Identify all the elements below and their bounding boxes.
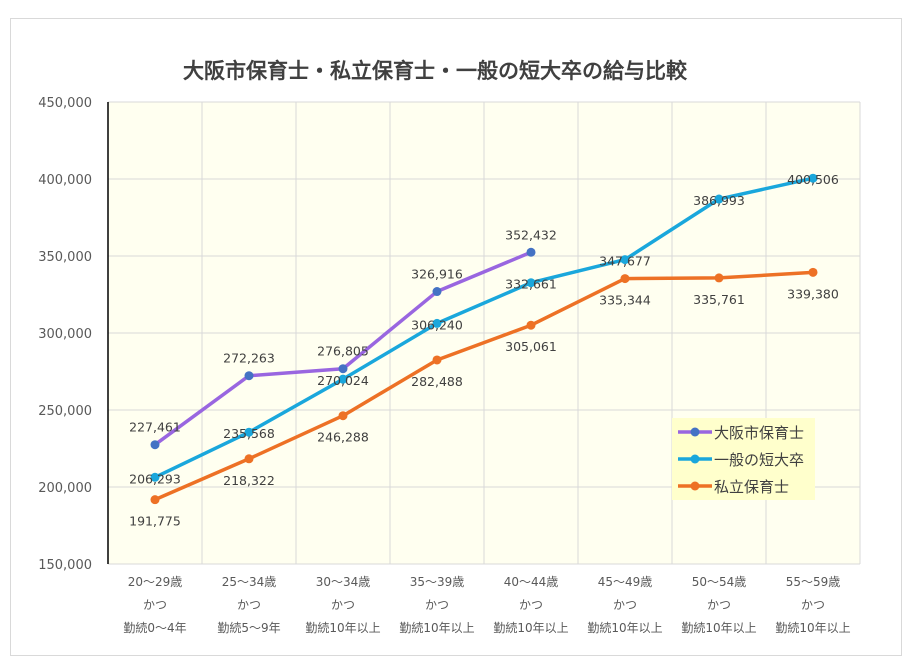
x-tick-label: 50～54歳	[692, 575, 747, 589]
data-point	[714, 194, 724, 204]
series-line-2	[154, 270, 814, 502]
data-point	[808, 173, 818, 183]
y-tick-label: 400,000	[38, 173, 92, 188]
x-tick-label: 45～49歳	[598, 575, 653, 589]
x-tick-label: 勤続0～4年	[123, 621, 186, 635]
x-tick-label: かつ	[331, 598, 355, 612]
data-label: 276,805	[317, 344, 369, 359]
data-label: 282,488	[411, 374, 463, 389]
data-label: 400,506	[787, 172, 839, 187]
y-tick-label: 300,000	[38, 327, 92, 342]
y-tick-label: 450,000	[38, 96, 92, 111]
data-label: 191,775	[129, 514, 181, 529]
data-label: 335,761	[693, 292, 745, 307]
x-tick-label: 勤続10年以上	[775, 621, 850, 635]
data-point	[620, 255, 630, 265]
data-point	[714, 273, 724, 283]
data-label: 246,288	[317, 430, 369, 445]
x-tick-label: 勤続10年以上	[493, 621, 568, 635]
x-tick-label: かつ	[613, 598, 637, 612]
data-label: 386,993	[693, 193, 745, 208]
data-label: 339,380	[787, 286, 839, 301]
x-tick-label: 30～34歳	[316, 575, 371, 589]
x-tick-label: 勤続10年以上	[681, 621, 756, 635]
chart-frame	[10, 18, 902, 656]
x-tick-label: 勤続10年以上	[305, 621, 380, 635]
data-point	[526, 278, 536, 288]
data-label: 227,461	[129, 420, 181, 435]
data-label: 332,661	[505, 277, 557, 292]
data-point	[338, 374, 348, 384]
chart-title: 大阪市保育士・私立保育士・一般の短大卒の給与比較	[183, 59, 688, 83]
data-point	[620, 274, 630, 284]
data-point	[244, 371, 254, 381]
x-tick-label: 勤続10年以上	[587, 621, 662, 635]
x-tick-label: 25～34歳	[222, 575, 277, 589]
x-tick-label: 40～44歳	[504, 575, 559, 589]
data-point	[526, 247, 536, 257]
legend-label: 一般の短大卒	[714, 451, 804, 469]
legend-marker	[690, 454, 700, 464]
legend-label: 私立保育士	[714, 478, 789, 496]
x-tick-label: 35～39歳	[410, 575, 465, 589]
data-point	[432, 287, 442, 297]
legend-marker	[690, 481, 700, 491]
x-tick-label: 20～29歳	[128, 575, 183, 589]
data-point	[432, 355, 442, 365]
x-tick-label: かつ	[707, 598, 731, 612]
data-label: 326,916	[411, 267, 463, 282]
data-label: 335,344	[599, 293, 651, 308]
y-tick-label: 250,000	[38, 404, 92, 419]
data-point	[244, 454, 254, 464]
data-point	[432, 318, 442, 328]
x-tick-label: かつ	[425, 598, 449, 612]
x-tick-label: かつ	[519, 598, 543, 612]
data-point	[808, 267, 818, 277]
data-label: 206,293	[129, 471, 181, 486]
data-point	[338, 411, 348, 421]
data-label: 235,568	[223, 426, 275, 441]
data-label: 352,432	[505, 227, 557, 242]
data-label: 347,677	[599, 254, 651, 269]
x-tick-label: かつ	[237, 598, 261, 612]
data-label: 218,322	[223, 473, 275, 488]
data-point	[244, 427, 254, 437]
data-label: 272,263	[223, 351, 275, 366]
x-tick-label: 55～59歳	[786, 575, 841, 589]
data-label: 270,024	[317, 373, 369, 388]
x-tick-label: 勤続5～9年	[217, 621, 280, 635]
legend-label: 大阪市保育士	[714, 424, 804, 442]
data-label: 306,240	[411, 317, 463, 332]
x-tick-label: かつ	[143, 598, 167, 612]
data-point	[150, 495, 160, 505]
x-tick-label: 勤続10年以上	[399, 621, 474, 635]
data-point	[526, 320, 536, 330]
data-point	[338, 364, 348, 374]
data-label: 305,061	[505, 339, 557, 354]
y-tick-label: 350,000	[38, 250, 92, 265]
legend-marker	[690, 427, 700, 437]
series-line-1	[154, 176, 814, 479]
x-tick-label: かつ	[801, 598, 825, 612]
data-point	[150, 472, 160, 482]
y-tick-label: 150,000	[38, 558, 92, 573]
y-tick-label: 200,000	[38, 481, 92, 496]
data-point	[150, 440, 160, 450]
